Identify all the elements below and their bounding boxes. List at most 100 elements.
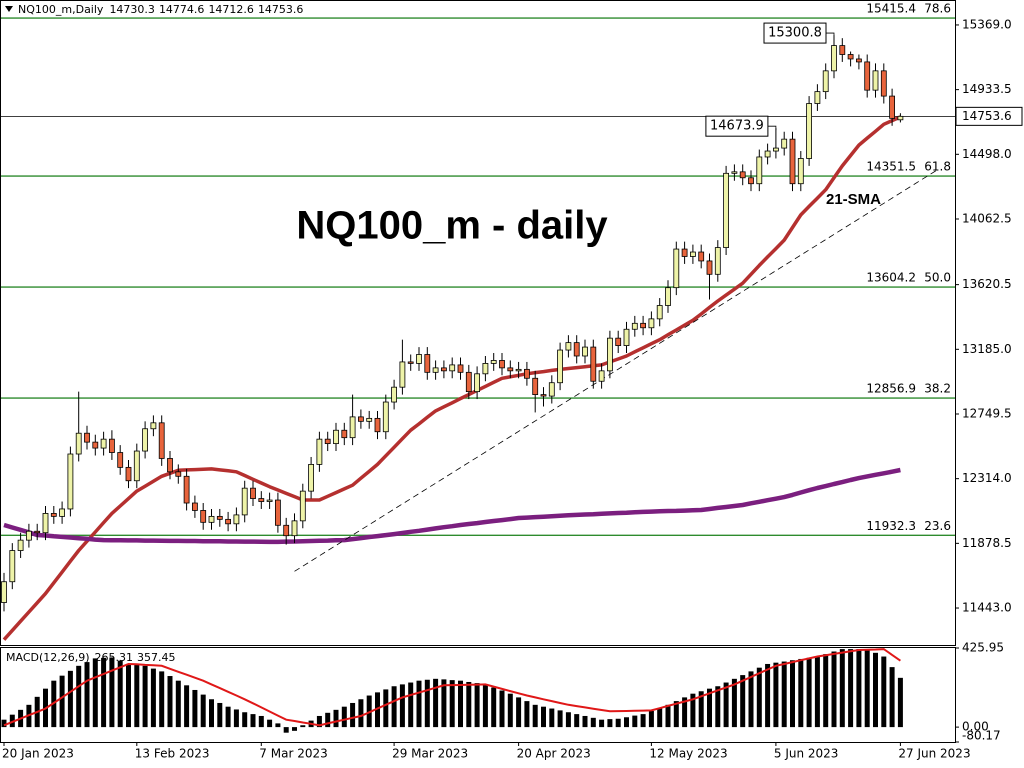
macd-bar xyxy=(225,706,231,728)
macd-bar xyxy=(316,715,322,728)
candle-body xyxy=(258,498,265,502)
candle-body xyxy=(324,438,331,445)
candle-body xyxy=(233,514,240,525)
candle-body xyxy=(200,510,207,523)
candle-body xyxy=(432,367,439,373)
macd-bar xyxy=(217,702,223,728)
candle-body xyxy=(440,367,447,372)
candle-body xyxy=(797,158,804,185)
fib-ratio-label: 78.6 xyxy=(924,2,951,16)
macd-bar xyxy=(765,663,771,728)
macd-bar xyxy=(209,699,214,728)
candle-body xyxy=(673,248,680,289)
fib-price-label: 13604.2 xyxy=(866,271,916,285)
macd-bar xyxy=(416,680,422,728)
x-tick-label: 27 Jun 2023 xyxy=(898,747,970,761)
candle-body xyxy=(548,382,555,397)
candle-body xyxy=(266,499,273,502)
candle-body xyxy=(507,367,514,372)
candle-body xyxy=(92,441,99,449)
macd-bar xyxy=(275,723,281,728)
candle-body xyxy=(515,368,522,372)
candle-body xyxy=(50,513,57,517)
sma-label: 21-SMA xyxy=(826,191,881,208)
candle-body xyxy=(474,373,481,393)
candle-body xyxy=(407,361,414,364)
macd-bar xyxy=(806,657,812,728)
macd-y-tick-label: -80.17 xyxy=(962,729,1001,743)
candle-body xyxy=(822,70,829,93)
candle-body xyxy=(880,70,887,97)
y-tick-label: 12314.0 xyxy=(962,471,1012,485)
candle-body xyxy=(781,138,788,149)
y-tick-label: 14933.5 xyxy=(962,82,1012,96)
candle-body xyxy=(748,177,754,185)
candle-body xyxy=(109,438,115,453)
macd-bar xyxy=(665,704,671,728)
candle-body xyxy=(241,487,248,516)
fib-price-label: 11932.3 xyxy=(866,519,916,533)
macd-bar xyxy=(740,675,746,728)
x-tick-label: 12 May 2023 xyxy=(649,747,727,761)
candle-body xyxy=(773,147,779,152)
candle-body xyxy=(142,428,149,452)
macd-bar xyxy=(433,678,439,728)
macd-bar xyxy=(823,654,829,728)
candle-body xyxy=(374,417,381,433)
candle-body xyxy=(839,45,846,55)
candle-body xyxy=(648,318,655,329)
macd-bar xyxy=(117,660,123,728)
candle-body xyxy=(191,502,198,511)
candle-body xyxy=(357,416,364,422)
macd-bar xyxy=(76,665,82,728)
macd-bar xyxy=(424,679,430,728)
candle-body xyxy=(524,368,530,379)
macd-bar xyxy=(184,685,190,728)
candle-body xyxy=(208,515,215,523)
macd-signal-last: 357.45 xyxy=(137,651,176,664)
candle-body xyxy=(424,354,431,373)
macd-bar xyxy=(242,712,248,728)
macd-y-tick-label: 425.95 xyxy=(962,641,1004,655)
macd-bar xyxy=(59,675,65,728)
macd-bar xyxy=(723,682,729,728)
candle-body xyxy=(756,156,763,185)
chart-title: NQ100_m - daily xyxy=(296,204,608,248)
header-high: 14774.6 xyxy=(159,3,205,16)
candle-body xyxy=(723,172,729,248)
candle-body xyxy=(382,401,389,433)
callout-connector xyxy=(767,125,777,131)
macd-bar xyxy=(482,684,488,728)
macd-bar xyxy=(507,693,513,728)
macd-bar xyxy=(715,686,721,728)
macd-bar xyxy=(624,717,629,728)
candle-body xyxy=(216,515,223,520)
symbol: NQ100_m,Daily xyxy=(18,3,104,16)
sma-line xyxy=(3,467,901,545)
macd-signal xyxy=(3,648,901,727)
symbol-header: NQ100_m,Daily 14730.3 14774.6 14712.6 14753.… xyxy=(18,3,303,16)
macd-bar xyxy=(690,693,696,728)
macd-bar xyxy=(814,656,820,728)
macd-bar xyxy=(499,690,505,728)
macd-bar xyxy=(599,719,605,728)
macd-bar xyxy=(142,665,148,728)
candle-body xyxy=(465,371,472,393)
last-price-label: 14753.6 xyxy=(962,109,1012,123)
macd-bar xyxy=(300,725,306,728)
candle-body xyxy=(623,328,630,346)
candle-body xyxy=(25,530,32,541)
macd-label: MACD(12,26,9) xyxy=(6,651,90,664)
candle-body xyxy=(316,438,323,465)
fib-ratio-label: 23.6 xyxy=(924,519,951,533)
y-tick-label: 12749.5 xyxy=(962,406,1012,420)
candle-body xyxy=(897,115,904,121)
x-tick-label: 20 Jan 2023 xyxy=(2,747,74,761)
candle-body xyxy=(847,54,854,60)
high-callout: 14673.9 xyxy=(710,119,764,134)
candle-body xyxy=(1,581,7,603)
macd-bar xyxy=(458,680,463,728)
macd-bar xyxy=(731,678,737,728)
